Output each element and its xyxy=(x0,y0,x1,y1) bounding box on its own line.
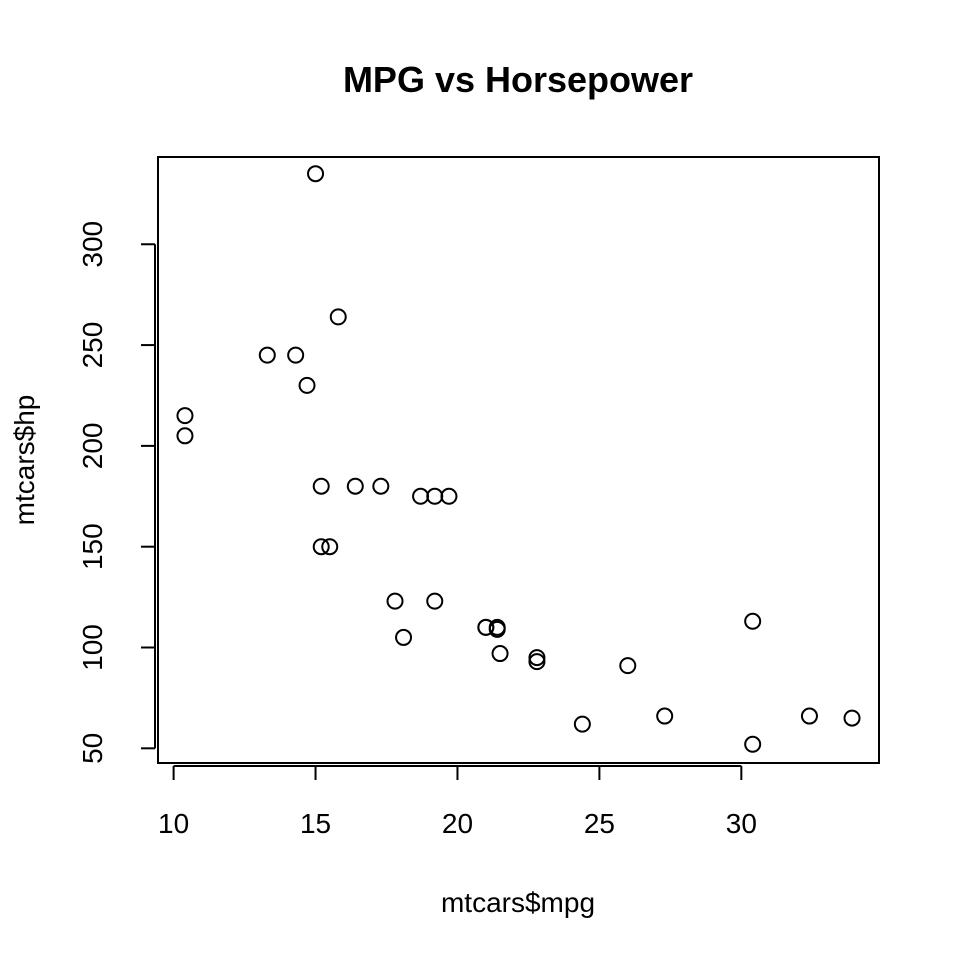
data-point xyxy=(426,592,444,610)
data-point xyxy=(744,735,762,753)
data-point xyxy=(528,649,546,667)
data-point xyxy=(843,709,861,727)
x-tick-label: 10 xyxy=(158,808,189,839)
data-point xyxy=(412,487,430,505)
data-point xyxy=(307,165,325,183)
data-point xyxy=(346,477,364,495)
data-point xyxy=(528,653,546,671)
data-point xyxy=(321,538,339,556)
data-point xyxy=(488,620,506,638)
y-tick-label: 50 xyxy=(77,733,108,764)
data-point xyxy=(312,477,330,495)
x-tick-label: 30 xyxy=(726,808,757,839)
data-point xyxy=(440,487,458,505)
y-axis: 50 100 150 200 250 300 xyxy=(77,221,156,764)
data-point xyxy=(395,628,413,646)
y-tick-label: 250 xyxy=(77,322,108,369)
data-point xyxy=(573,715,591,733)
data-point xyxy=(312,538,330,556)
x-axis: 10 15 20 25 30 xyxy=(158,765,757,839)
x-tick-label: 20 xyxy=(442,808,473,839)
data-point xyxy=(477,618,495,636)
x-tick-label: 15 xyxy=(300,808,331,839)
data-point xyxy=(426,487,444,505)
x-tick-label: 25 xyxy=(584,808,615,839)
data-point xyxy=(656,707,674,725)
x-axis-label: mtcars$mpg xyxy=(441,887,595,918)
data-point xyxy=(800,707,818,725)
data-point xyxy=(619,657,637,675)
data-point xyxy=(176,427,194,445)
data-point xyxy=(491,645,509,663)
y-tick-label: 200 xyxy=(77,423,108,470)
data-point xyxy=(386,592,404,610)
data-point xyxy=(372,477,390,495)
y-tick-label: 300 xyxy=(77,221,108,268)
data-point xyxy=(176,407,194,425)
data-point xyxy=(329,308,347,326)
y-tick-label: 100 xyxy=(77,624,108,671)
plot-frame xyxy=(157,156,880,764)
data-point xyxy=(287,346,305,364)
y-tick-label: 150 xyxy=(77,523,108,570)
data-points xyxy=(176,165,861,753)
data-point xyxy=(298,376,316,394)
data-point xyxy=(744,612,762,630)
y-axis-label: mtcars$hp xyxy=(9,395,40,526)
chart-title: MPG vs Horsepower xyxy=(343,59,693,100)
data-point xyxy=(258,346,276,364)
